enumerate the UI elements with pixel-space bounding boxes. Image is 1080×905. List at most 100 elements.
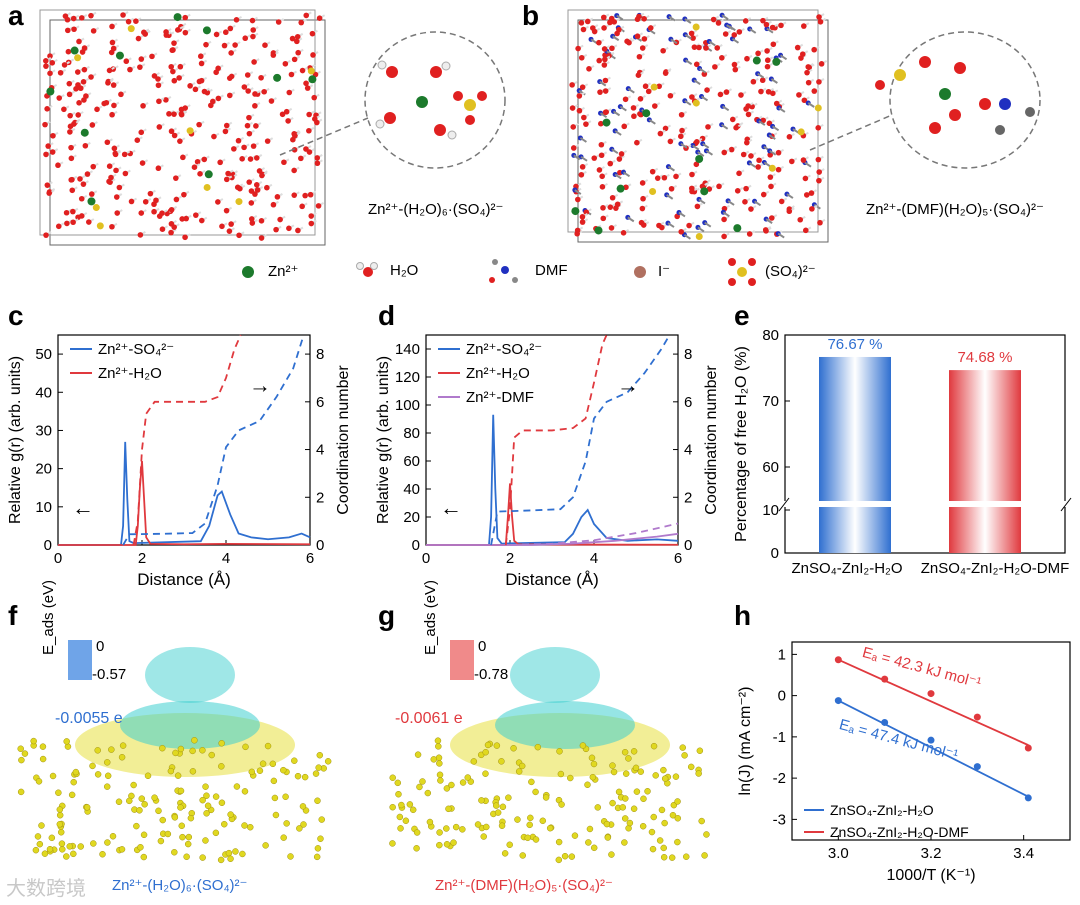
carbon-atom [199,854,206,861]
x-tick-label: 2 [506,550,514,567]
x-tick-label: 3.0 [828,845,849,862]
carbon-atom [77,843,84,850]
carbon-atom [174,772,182,779]
oxygen-atom [642,83,649,90]
oxygen-atom [710,16,717,23]
oxygen-atom [581,114,587,121]
oxygen-atom [134,137,141,143]
oxygen-atom [215,95,222,102]
oxygen-atom [736,170,742,177]
carbon-atom [63,738,70,745]
bond [590,38,598,45]
oxygen-atom [815,125,822,131]
oxygen-atom [728,146,735,153]
oxygen-atom [175,27,181,33]
oxygen-atom [816,177,822,184]
oxygen-atom [231,146,237,152]
oxygen-atom [767,174,774,180]
oxygen-atom [705,124,711,130]
oxygen-atom [66,80,73,87]
oxygen-atom [80,181,87,187]
oxygen-atom [50,132,56,139]
panel-label-c: c [8,300,24,331]
oxygen-atom [748,206,754,212]
carbon-atom [296,825,303,832]
oxygen-atom [88,12,94,19]
carbon-atom [264,742,272,750]
oxygen-atom [248,200,255,206]
oxygen-atom [237,185,243,192]
carbon-atom [41,850,49,857]
eads-top-g: 0 [478,638,487,655]
y2-tick-label: 2 [684,489,692,506]
caption-b: Zn²⁺-(DMF)(H₂O)₅·(SO₄)²⁻ [866,201,1044,218]
carbon-atom [437,777,444,784]
carbon-atom [519,852,527,859]
carbon-atom [532,836,540,843]
coordination-number-line [509,522,679,546]
carbon-atom [183,853,190,861]
oxygen-atom [809,206,815,212]
oxygen-atom [261,88,267,95]
oxygen-atom [142,31,149,37]
sulfur-atom [814,104,822,112]
carbon-atom [189,747,196,755]
oxygen-atom [232,42,238,48]
oxygen-atom [721,233,727,240]
rdf-series-line [426,414,679,546]
carbon-atom [674,838,681,846]
y-tick-label: 140 [395,341,420,358]
carbon-atom [184,840,192,848]
oxygen-atom [599,173,605,180]
charge-g: -0.0061 e [395,710,463,727]
oxygen-atom [168,63,175,70]
oxygen-atom [71,26,77,33]
oxygen-atom [717,91,724,98]
data-point [881,675,889,683]
carbon-atom [542,794,550,801]
bond [667,165,675,172]
bond [685,59,693,65]
oxygen-atom [618,151,625,157]
oxygen-atom [801,97,808,104]
oxygen-atom [584,18,591,25]
zinc-atom [87,197,96,206]
carbon-atom [586,825,594,833]
axis-break-mark [1060,497,1072,512]
carbon-atom [17,788,25,796]
carbon-atom [262,842,269,849]
oxygen-atom [198,60,205,67]
y2-tick-label: 8 [316,346,324,363]
bond [697,226,705,233]
oxygen-atom [764,63,771,70]
caption-f: Zn²⁺-(H₂O)₆·(SO₄)²⁻ [112,877,248,894]
carbon-atom [56,821,64,828]
carbon-atom [217,856,225,864]
oxygen-atom [598,141,605,148]
oxygen-atom [118,91,124,98]
carbon-atom [632,764,640,772]
oxygen-atom [228,221,234,227]
oxygen-atom [77,176,83,182]
carbon-atom [464,774,472,781]
carbon-atom [282,793,289,801]
carbon-atom [227,811,234,818]
y-tick-label: 0 [44,537,52,554]
bond [768,134,776,140]
eads-title-g: E_ads (eV) [422,579,439,655]
legend-entry: Zn²⁺-DMF [466,389,534,406]
bond [612,35,620,42]
bar [819,356,891,553]
carbon-atom [208,751,215,759]
oxygen-atom [802,175,809,182]
fit-line [837,699,1029,798]
oxygen-atom [182,29,189,36]
carbon-atom [248,768,256,776]
oxygen-atom [173,196,180,203]
oxygen-atom [203,41,209,48]
carbon-atom [94,771,102,778]
carbon-atom [579,742,587,749]
bond [692,144,700,151]
x-tick-label: 3.2 [921,845,942,862]
bond [670,38,678,45]
